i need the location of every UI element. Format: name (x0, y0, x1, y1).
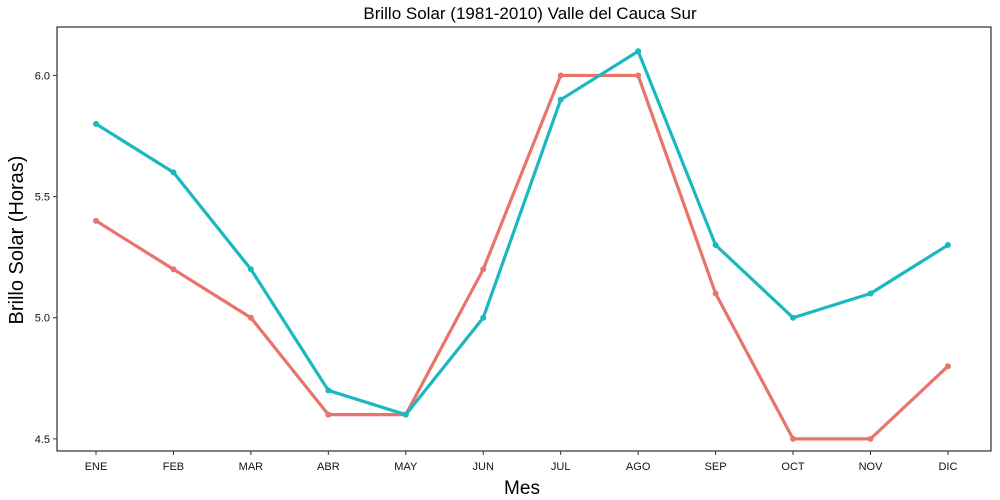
data-point (867, 290, 874, 297)
data-point (635, 48, 642, 55)
data-point (247, 314, 254, 321)
data-point (944, 363, 951, 370)
data-point (170, 266, 177, 273)
chart-title: Brillo Solar (1981-2010) Valle del Cauca… (363, 4, 697, 23)
plot-panel (56, 26, 992, 452)
x-tick-label: JUN (473, 461, 494, 473)
y-tick-label: 4.5 (35, 434, 50, 446)
x-tick-label: OCT (781, 461, 805, 473)
series-layer (93, 48, 951, 442)
x-tick-label: JUL (551, 461, 571, 473)
data-point (480, 266, 487, 273)
data-point (93, 120, 99, 127)
x-tick-label: DIC (938, 461, 957, 473)
series-1 (93, 72, 951, 442)
x-axis-title: Mes (504, 478, 540, 499)
x-tick-label: ENE (85, 461, 108, 473)
data-point (790, 435, 797, 442)
data-point (635, 72, 642, 79)
series-line (94, 49, 950, 417)
data-point (325, 411, 332, 418)
data-point (325, 387, 332, 394)
data-point (557, 96, 564, 103)
data-point (247, 266, 254, 273)
y-tick-label: 5.0 (35, 313, 50, 325)
x-tick-label: MAY (394, 461, 418, 473)
y-axis: 4.5 5.0 5.5 6.0 (35, 70, 57, 446)
series-2 (93, 48, 951, 418)
data-point (944, 242, 951, 249)
y-axis-title: Brillo Solar (Horas) (6, 156, 28, 325)
x-tick-label: SEP (705, 461, 727, 473)
x-tick-label: MAR (239, 461, 264, 473)
data-point (170, 169, 177, 176)
y-tick-label: 6.0 (35, 70, 50, 82)
data-point (480, 314, 487, 321)
data-point (790, 314, 797, 321)
y-tick-label: 5.5 (35, 192, 50, 204)
x-tick-label: ABR (317, 461, 340, 473)
x-tick-label: FEB (163, 461, 184, 473)
data-point (557, 72, 564, 79)
data-point (93, 217, 99, 224)
series-line (94, 73, 950, 441)
x-axis: ENE FEB MAR ABR MAY JUN JUL AGO SEP OCT NOV DIC (85, 451, 957, 473)
data-point (402, 411, 409, 418)
data-point (712, 290, 719, 297)
x-tick-label: AGO (626, 461, 651, 473)
data-point (867, 435, 874, 442)
data-point (712, 242, 719, 249)
x-tick-label: NOV (859, 461, 884, 473)
